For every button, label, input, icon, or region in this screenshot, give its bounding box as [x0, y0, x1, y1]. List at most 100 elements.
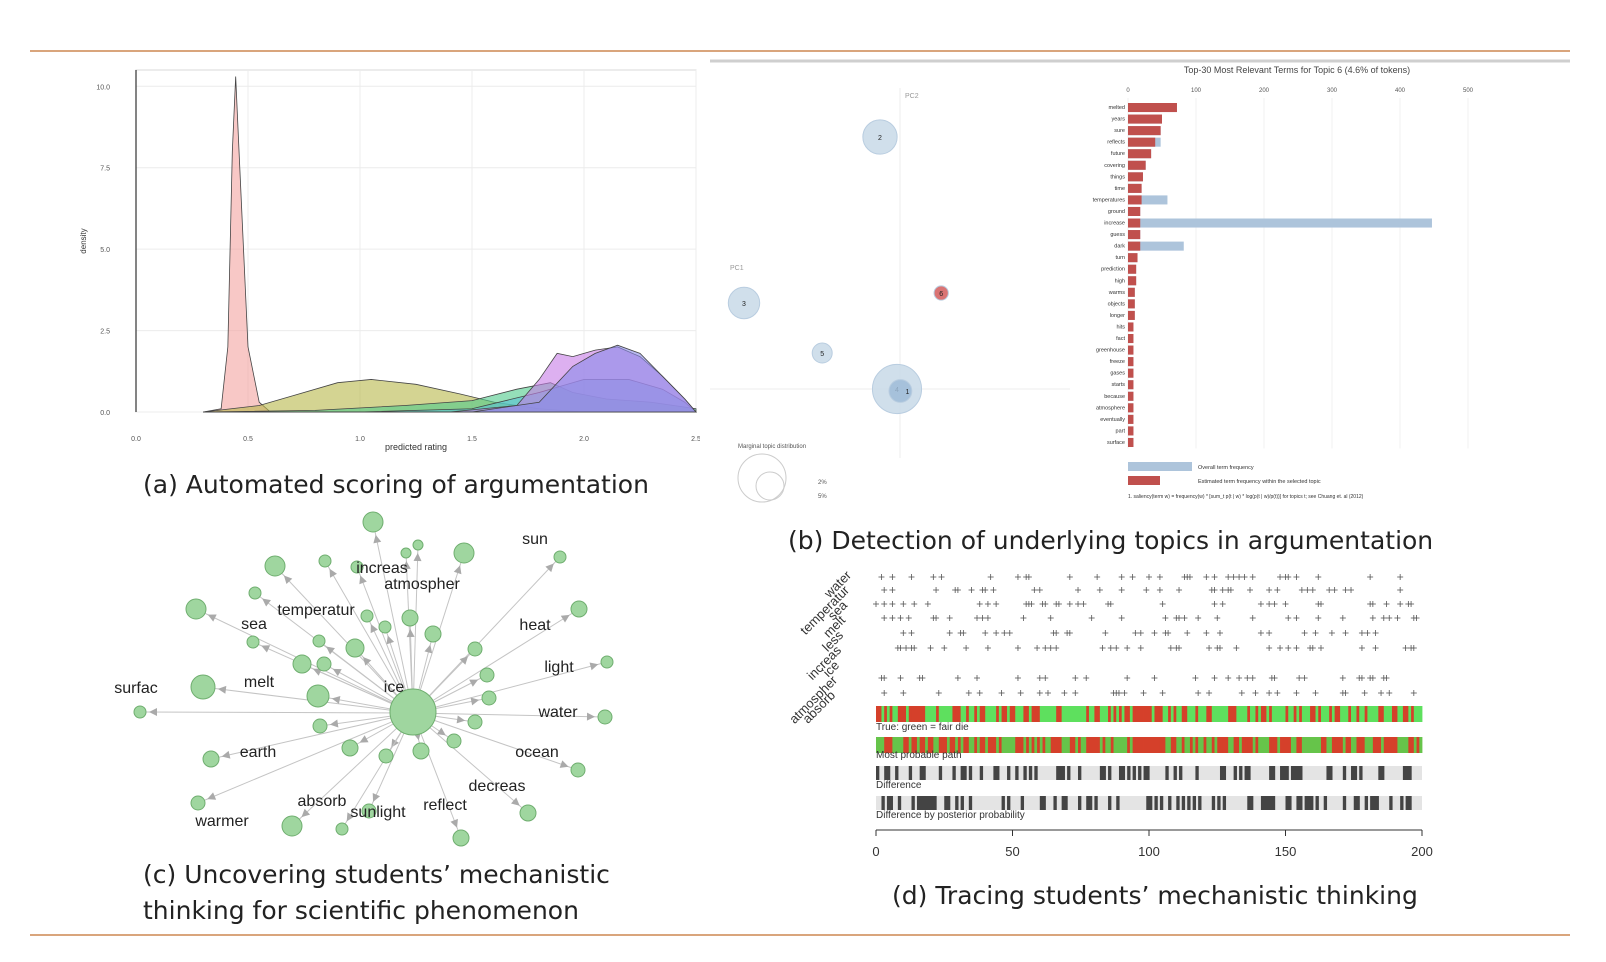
path-state-cell — [1346, 737, 1349, 753]
x-axis-label: predicted rating — [385, 442, 447, 452]
path-state-cell — [1305, 737, 1308, 753]
path-state-cell — [1013, 737, 1016, 753]
true-state-cell — [1258, 706, 1261, 722]
path-state-cell — [1127, 737, 1130, 753]
network-node — [482, 691, 496, 705]
true-state-cell — [1381, 706, 1384, 722]
difference-bar — [890, 796, 893, 810]
terms-title: Top-30 Most Relevant Terms for Topic 6 (… — [1184, 65, 1410, 75]
difference-bar — [1359, 766, 1362, 780]
network-node — [336, 823, 348, 835]
network-label-warmer: warmer — [194, 813, 249, 830]
network-node — [134, 706, 146, 718]
term-bar-topic-greenhouse — [1128, 346, 1133, 355]
network-edge — [140, 712, 413, 713]
path-state-cell — [1187, 737, 1190, 753]
network-node — [191, 796, 205, 810]
term-label-because: because — [1104, 394, 1125, 400]
terms-x-tick: 0 — [1126, 88, 1130, 94]
true-state-cell — [1141, 706, 1144, 722]
path-state-cell — [1408, 737, 1411, 753]
path-state-cell — [1100, 737, 1103, 753]
path-state-cell — [1007, 737, 1010, 753]
true-state-cell — [1332, 706, 1335, 722]
path-state-cell — [1261, 737, 1264, 753]
term-bar-topic-years — [1128, 115, 1162, 124]
network-node — [447, 734, 461, 748]
path-state-cell — [1097, 737, 1100, 753]
difference-bar — [1343, 766, 1346, 780]
path-state-cell — [1023, 737, 1026, 753]
network-node — [363, 512, 383, 532]
true-state-cell — [1326, 706, 1329, 722]
difference-bar — [1376, 796, 1379, 810]
network-arrowhead — [560, 760, 569, 768]
true-state-cell — [1094, 706, 1097, 722]
term-label-temperatures: temperatures — [1093, 197, 1126, 203]
trace-x-tick-label: 150 — [1275, 844, 1297, 859]
true-state-cell — [1190, 706, 1193, 722]
path-state-cell — [1356, 737, 1359, 753]
true-state-cell — [1324, 706, 1327, 722]
network-arrowhead — [330, 720, 338, 728]
path-state-cell — [1359, 737, 1362, 753]
true-state-cell — [1335, 706, 1338, 722]
path-state-cell — [1247, 737, 1250, 753]
true-state-cell — [1201, 706, 1204, 722]
path-state-cell — [1081, 737, 1084, 753]
true-state-cell — [1097, 706, 1100, 722]
term-label-increase: increase — [1104, 221, 1125, 227]
path-state-cell — [1234, 737, 1237, 753]
path-state-cell — [999, 737, 1002, 753]
true-state-cell — [982, 706, 985, 722]
true-state-cell — [1051, 706, 1054, 722]
path-state-cell — [993, 737, 996, 753]
true-state-cell — [1127, 706, 1130, 722]
path-state-cell — [1354, 737, 1357, 753]
true-state-cell — [1296, 706, 1299, 722]
path-state-cell — [1406, 737, 1409, 753]
path-state-cell — [1288, 737, 1291, 753]
difference-bar — [1021, 796, 1024, 810]
true-state-cell — [1163, 706, 1166, 722]
true-state-cell — [1043, 706, 1046, 722]
difference-bar — [1053, 796, 1056, 810]
network-arrowhead — [437, 728, 446, 736]
true-state-cell — [1234, 706, 1237, 722]
network-node — [307, 685, 329, 707]
path-state-cell — [1032, 737, 1035, 753]
path-state-cell — [1067, 737, 1070, 753]
network-node — [203, 751, 219, 767]
path-state-cell — [1280, 737, 1283, 753]
path-state-cell — [1239, 737, 1242, 753]
true-state-cell — [1034, 706, 1037, 722]
term-bar-topic-because — [1128, 392, 1133, 401]
true-state-cell — [1299, 706, 1302, 722]
difference-bar — [1217, 796, 1220, 810]
true-state-cell — [1378, 706, 1381, 722]
difference-bar — [1239, 766, 1242, 780]
difference-bar — [1078, 796, 1081, 810]
term-label-eventually: eventually — [1100, 417, 1125, 423]
difference-bar — [1310, 796, 1313, 810]
path-state-cell — [1160, 737, 1163, 753]
term-bar-topic-freeze — [1128, 357, 1133, 366]
true-state-cell — [977, 706, 980, 722]
terms-x-tick: 300 — [1327, 88, 1338, 94]
path-state-cell — [1089, 737, 1092, 753]
path-state-cell — [974, 737, 977, 753]
term-label-years: years — [1112, 117, 1126, 123]
path-state-cell — [1335, 737, 1338, 753]
path-state-cell — [1316, 737, 1319, 753]
true-state-cell — [1187, 706, 1190, 722]
path-state-cell — [1004, 737, 1007, 753]
true-state-cell — [1359, 706, 1362, 722]
network-label-atmospher: atmospher — [384, 576, 460, 593]
true-state-cell — [993, 706, 996, 722]
difference-bar — [922, 766, 925, 780]
trace-x-tick-label: 50 — [1005, 844, 1019, 859]
true-state-cell — [1154, 706, 1157, 722]
path-state-cell — [1414, 737, 1417, 753]
true-state-cell — [1144, 706, 1147, 722]
terms-x-tick: 400 — [1395, 88, 1406, 94]
